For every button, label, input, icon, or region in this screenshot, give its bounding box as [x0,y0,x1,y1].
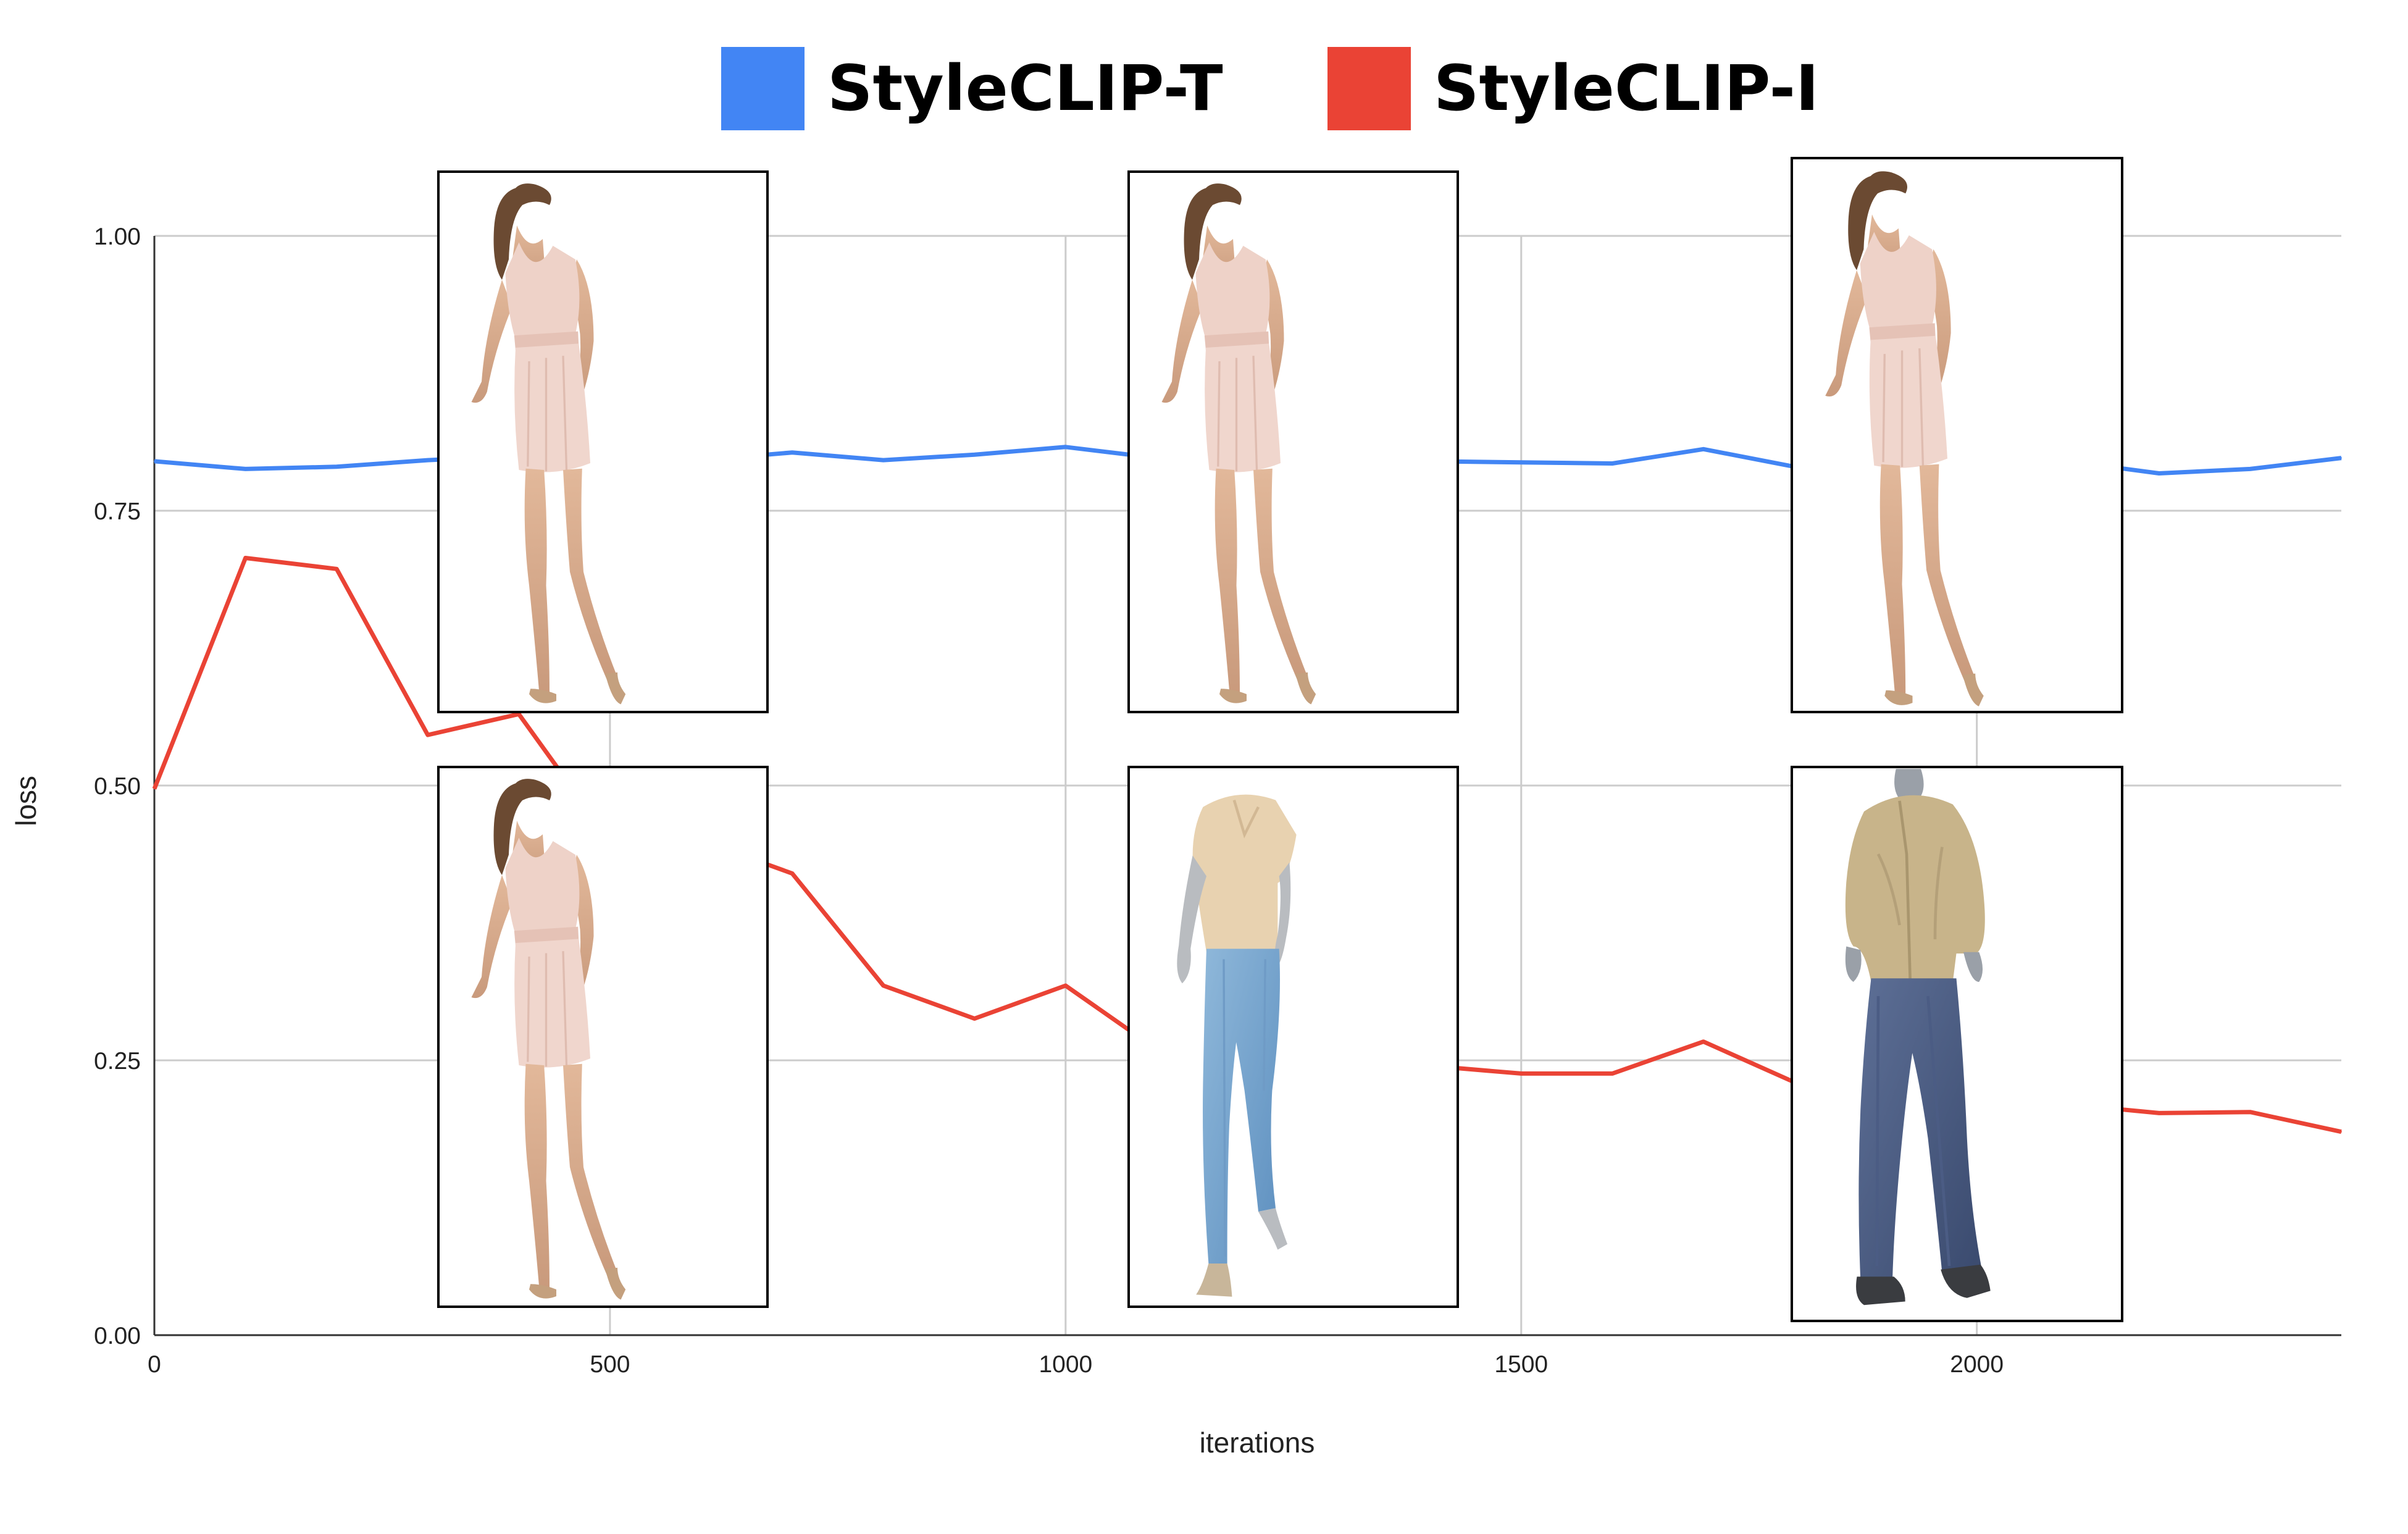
legend: StyleCLIP-T StyleCLIP-I [721,47,1819,130]
data-point [245,468,246,470]
data-point [792,451,793,453]
axes: 0.00 0.25 0.50 0.75 1.00 0 500 1000 1500 2000 iter… [10,224,2341,1459]
y-tick-label: 0.75 [94,498,141,525]
data-point [792,873,793,874]
overlay-image-bottom-1 [437,766,769,1308]
data-point [336,466,338,467]
overlay-image-top-2 [1127,170,1459,713]
data-point [427,734,429,736]
data-point [245,557,246,559]
data-point [2158,472,2160,474]
data-point [154,460,155,462]
data-point [2341,457,2342,459]
y-tick-label: 0.50 [94,773,141,800]
overlay-image-bottom-2 [1127,766,1459,1308]
legend-swatch [1327,47,1411,130]
x-tick-label: 1500 [1494,1351,1548,1378]
data-point [2158,1112,2160,1114]
data-point [974,1018,976,1020]
y-tick-label: 1.00 [94,224,141,250]
data-point [2249,1111,2251,1113]
legend-label: StyleCLIP-I [1434,52,1819,125]
y-tick-label: 0.25 [94,1048,141,1075]
legend-swatch [721,47,805,130]
data-point [1612,463,1613,464]
data-point [882,459,884,461]
image-overlays [437,157,2123,1322]
data-point [427,459,429,461]
overlay-image-top-1 [437,170,769,713]
overlay-image-top-3 [1791,157,2123,713]
legend-label: StyleCLIP-T [827,52,1223,125]
overlay-image-bottom-3 [1791,766,2123,1322]
data-point [2249,468,2251,470]
data-point [154,788,155,790]
x-tick-label: 500 [590,1351,630,1378]
data-point [1520,461,1522,463]
y-axis-title: loss [10,776,42,826]
data-point [336,568,338,570]
data-point [1702,1041,1704,1042]
x-axis-title: iterations [1200,1427,1315,1459]
x-tick-label: 1000 [1039,1351,1092,1378]
data-point [1520,1073,1522,1075]
x-tick-label: 0 [148,1351,161,1378]
y-tick-label: 0.00 [94,1323,141,1349]
data-point [1064,984,1066,986]
data-point [1702,448,1704,450]
data-point [1064,446,1066,448]
data-point [1612,1073,1613,1075]
data-point [2341,1131,2342,1133]
x-tick-label: 2000 [1950,1351,2004,1378]
data-point [882,984,884,986]
data-point [518,713,520,715]
data-point [974,454,976,456]
